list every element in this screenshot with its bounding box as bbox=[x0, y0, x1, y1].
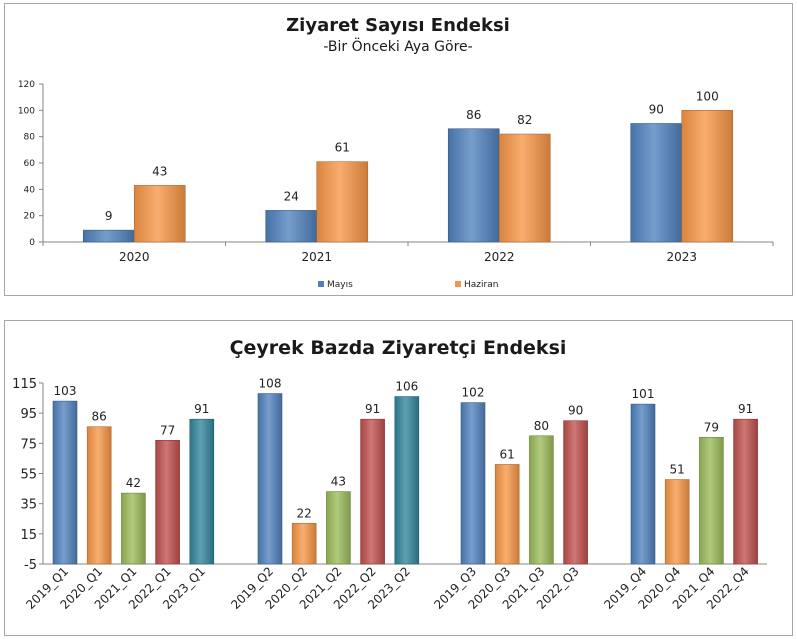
y-tick-label: 35 bbox=[20, 498, 37, 513]
bar bbox=[529, 435, 554, 565]
bar bbox=[82, 229, 135, 243]
bar bbox=[52, 400, 78, 565]
bar bbox=[360, 418, 385, 565]
y-tick-label: 40 bbox=[24, 185, 36, 195]
data-label: 101 bbox=[632, 387, 655, 401]
data-label: 42 bbox=[126, 476, 141, 490]
data-label: 43 bbox=[152, 164, 167, 178]
bar bbox=[630, 403, 656, 565]
data-label: 86 bbox=[92, 410, 107, 424]
legend-swatch bbox=[318, 281, 324, 287]
bar bbox=[630, 123, 683, 243]
bar bbox=[563, 420, 588, 565]
data-label: 61 bbox=[335, 141, 350, 155]
y-tick-label: 60 bbox=[24, 159, 36, 169]
data-label: 79 bbox=[704, 420, 719, 434]
data-label: 82 bbox=[517, 113, 532, 127]
x-tick-label: 2021 bbox=[301, 250, 332, 264]
data-label: 61 bbox=[500, 447, 515, 461]
bar bbox=[133, 185, 186, 243]
y-tick-label: 0 bbox=[29, 238, 35, 248]
visit-index-chart: Ziyaret Sayısı Endeksi -Bir Önceki Aya G… bbox=[18, 15, 774, 290]
quarterly-visitor-index-chart-panel: Çeyrek Bazda Ziyaretçi Endeksi -5 15 35 55 7… bbox=[4, 320, 793, 636]
bar bbox=[155, 440, 180, 565]
bar bbox=[121, 492, 146, 565]
data-label: 100 bbox=[696, 89, 719, 103]
data-label: 106 bbox=[395, 380, 418, 394]
data-label: 90 bbox=[649, 103, 664, 117]
y-tick-label: 20 bbox=[24, 212, 36, 222]
data-label: 91 bbox=[194, 402, 209, 416]
bar bbox=[699, 437, 724, 565]
bar bbox=[291, 522, 317, 565]
x-tick-label: 2022 bbox=[484, 250, 515, 264]
y-tick-label: 115 bbox=[12, 377, 37, 392]
y-tick-label: -5 bbox=[24, 558, 37, 573]
data-label: 51 bbox=[670, 463, 685, 477]
bar bbox=[86, 426, 112, 565]
bar bbox=[394, 396, 420, 565]
bar bbox=[189, 418, 215, 565]
data-label: 80 bbox=[534, 419, 549, 433]
bar bbox=[681, 110, 734, 243]
legend-label: Mayıs bbox=[327, 280, 353, 290]
data-label: 9 bbox=[105, 209, 113, 223]
data-label: 24 bbox=[284, 189, 299, 203]
legend-swatch bbox=[455, 281, 461, 287]
data-label: 90 bbox=[568, 404, 583, 418]
bar bbox=[265, 210, 318, 243]
data-label: 108 bbox=[259, 377, 282, 391]
bar bbox=[494, 464, 520, 565]
bar bbox=[447, 128, 500, 243]
data-label: 91 bbox=[365, 402, 380, 416]
legend-label: Haziran bbox=[464, 280, 498, 290]
bar bbox=[326, 491, 351, 565]
chart-title: Ziyaret Sayısı Endeksi bbox=[286, 15, 510, 36]
y-tick-label: 15 bbox=[20, 528, 37, 543]
bar bbox=[664, 479, 690, 565]
data-label: 91 bbox=[738, 402, 753, 416]
data-label: 77 bbox=[160, 423, 175, 437]
chart-title: Çeyrek Bazda Ziyaretçi Endeksi bbox=[230, 337, 567, 359]
bar bbox=[316, 161, 369, 243]
y-tick-label: 120 bbox=[18, 80, 35, 90]
y-tick-label: 80 bbox=[24, 133, 36, 143]
data-label: 22 bbox=[297, 506, 312, 520]
bar bbox=[733, 418, 758, 565]
data-label: 86 bbox=[466, 108, 481, 122]
y-tick-label: 100 bbox=[18, 106, 35, 116]
data-label: 43 bbox=[331, 475, 346, 489]
x-tick-label: 2023 bbox=[666, 250, 697, 264]
visit-index-chart-panel: Ziyaret Sayısı Endeksi -Bir Önceki Aya G… bbox=[4, 3, 793, 296]
data-label: 102 bbox=[462, 386, 485, 400]
quarterly-visitor-index-chart: Çeyrek Bazda Ziyaretçi Endeksi -5 15 35 55 7… bbox=[12, 337, 767, 612]
data-label: 103 bbox=[54, 384, 77, 398]
y-tick-label: 95 bbox=[20, 407, 37, 422]
chart-subtitle: -Bir Önceki Aya Göre- bbox=[323, 37, 472, 55]
y-tick-label: 55 bbox=[20, 468, 37, 483]
bar bbox=[498, 133, 551, 243]
bar bbox=[460, 402, 486, 565]
x-tick-label: 2020 bbox=[119, 250, 150, 264]
y-tick-label: 75 bbox=[20, 437, 37, 452]
bar bbox=[257, 393, 283, 565]
